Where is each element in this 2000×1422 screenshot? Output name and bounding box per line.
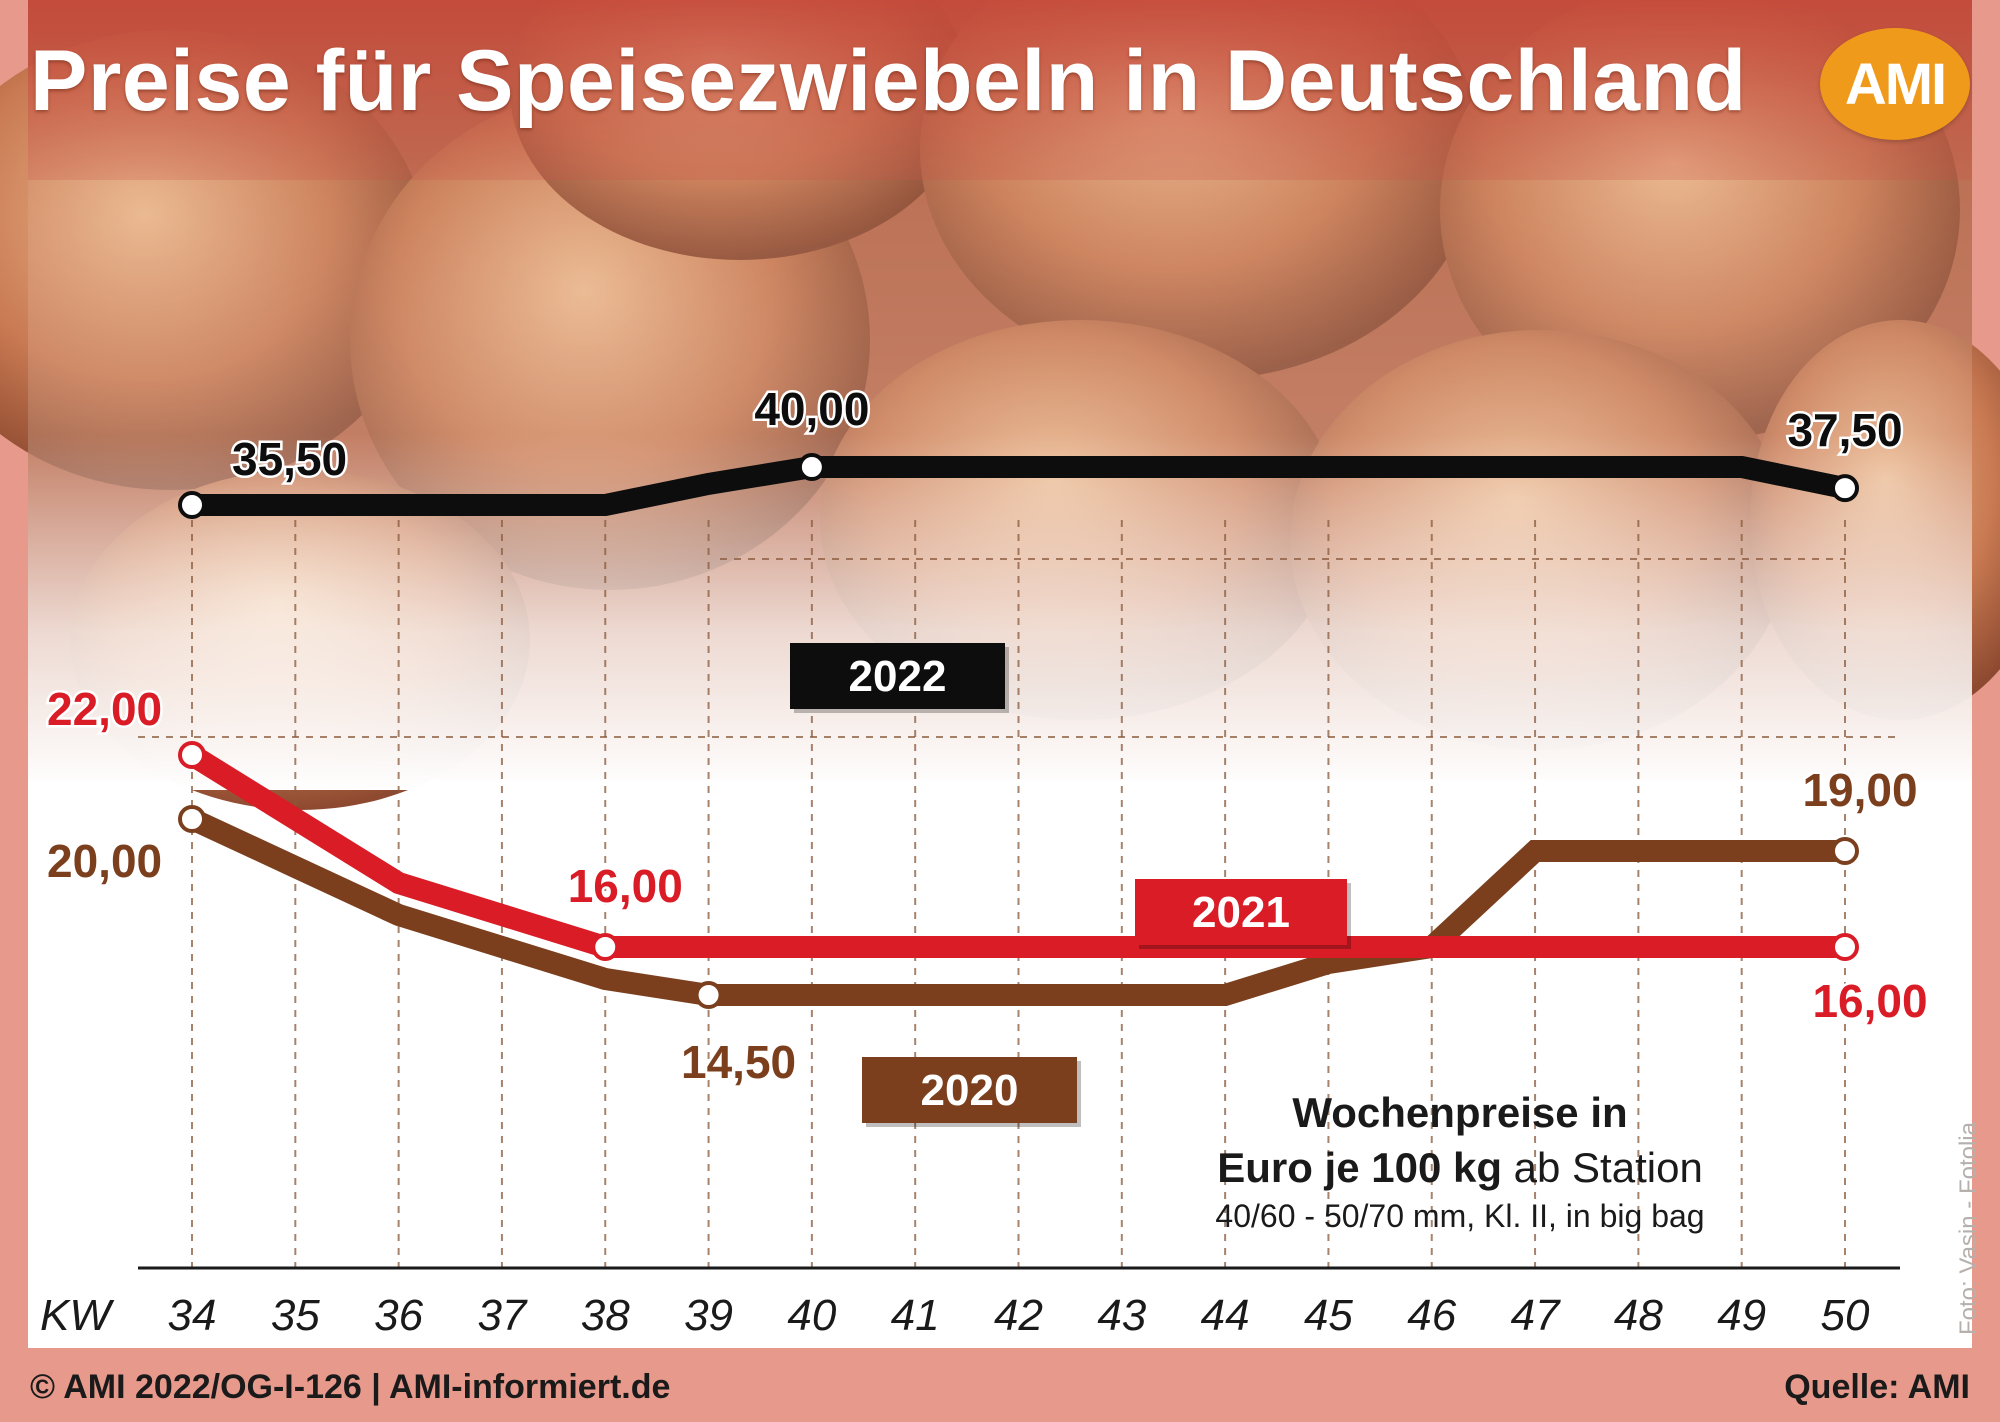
logo-text: AMI	[1844, 51, 1947, 117]
marker-2022-kw-40	[797, 453, 826, 482]
x-tick-label-47: 47	[1511, 1291, 1561, 1340]
data-label-2020-kw-34: 20,00	[47, 835, 162, 887]
data-labels: 35,50 40,00 37,50 22,00 16,00 16,00 20,00 14,50…	[45, 381, 1931, 1091]
x-tick-label-50: 50	[1821, 1291, 1870, 1340]
ami-logo: AMI	[1820, 28, 1970, 140]
x-tick-label-36: 36	[374, 1291, 423, 1340]
unit-note-unit: Euro je 100 kg	[1217, 1143, 1502, 1191]
series-tags: 2020 2021 2022	[790, 643, 1351, 1127]
series-tag-2020	[862, 1057, 1077, 1123]
series-tag-2022	[790, 643, 1005, 709]
marker-2020-kw-34	[178, 805, 206, 833]
data-label-2022-kw-40: 40,00	[754, 383, 869, 435]
marker-2021-kw-38	[591, 933, 620, 961]
series-line-2022	[192, 456, 1848, 516]
x-tick-label-39: 39	[684, 1291, 733, 1340]
x-tick-label-48: 48	[1614, 1291, 1663, 1340]
unit-note-line1: Wochenpreise in	[1292, 1089, 1628, 1136]
series-tag-label-2021: 2021	[1192, 888, 1290, 937]
x-tick-label-34: 34	[168, 1291, 217, 1340]
x-tick-label-38: 38	[581, 1291, 630, 1340]
source-footer: Quelle: AMI	[1784, 1368, 1970, 1406]
unit-note-line3: 40/60 - 50/70 mm, Kl. II, in big bag	[1215, 1198, 1705, 1235]
marker-2022-kw-34	[178, 491, 206, 519]
x-axis: KW 34 35 36 37 38 39 40 41 42 43 44 45 46 47 48 49 50	[40, 1266, 1900, 1340]
series-tag-label-2022: 2022	[849, 652, 947, 701]
x-tick-label-37: 37	[477, 1291, 527, 1340]
marker-2020-kw-50	[1831, 837, 1859, 865]
data-label-2021-kw-38: 16,00	[568, 860, 683, 912]
series-line-2021	[186, 745, 1845, 958]
x-tick-label-43: 43	[1097, 1291, 1146, 1340]
x-tick-label-42: 42	[994, 1291, 1043, 1340]
data-markers	[178, 453, 1859, 1009]
marker-2021-kw-50	[1831, 933, 1859, 961]
marker-2020-kw-39	[694, 981, 723, 1009]
photo-credit: Foto: Vasin - Fotolia	[1955, 1122, 1982, 1335]
gridlines	[138, 520, 1900, 1268]
copyright-footer: © AMI 2022/OG-I-126 | AMI-informiert.de	[30, 1368, 671, 1406]
data-label-2021-kw-50: 16,00	[1812, 975, 1927, 1027]
x-tick-label-46: 46	[1407, 1291, 1456, 1340]
x-tick-label-41: 41	[891, 1291, 940, 1340]
x-tick-label-44: 44	[1201, 1291, 1250, 1340]
series-lines	[186, 456, 1848, 1006]
x-tick-label-45: 45	[1304, 1291, 1353, 1340]
x-tick-label-49: 49	[1717, 1291, 1766, 1340]
page-title: Preise für Speisezwiebeln in Deutschland	[30, 33, 1747, 129]
x-axis-label: KW	[40, 1291, 114, 1340]
x-tick-label-35: 35	[271, 1291, 320, 1340]
series-line-2020	[187, 809, 1845, 1006]
data-label-2022-kw-34: 35,50	[232, 433, 347, 485]
unit-note-line2: Euro je 100 kg ab Station	[1120, 1141, 1800, 1196]
x-tick-label-40: 40	[787, 1291, 836, 1340]
unit-note: Wochenpreise in Euro je 100 kg ab Statio…	[1120, 1086, 1800, 1238]
data-label-2020-kw-50: 19,00	[1802, 764, 1917, 816]
unit-note-station: ab Station	[1501, 1143, 1703, 1191]
series-tag-label-2020: 2020	[921, 1066, 1019, 1115]
data-label-2021-kw-34: 22,00	[47, 683, 162, 735]
data-label-2022-kw-50: 37,50	[1787, 404, 1902, 456]
data-label-2020-kw-39: 14,50	[681, 1036, 796, 1088]
marker-2021-kw-34	[178, 741, 206, 769]
series-tag-2021	[1135, 879, 1347, 945]
marker-2022-kw-50	[1831, 474, 1859, 503]
